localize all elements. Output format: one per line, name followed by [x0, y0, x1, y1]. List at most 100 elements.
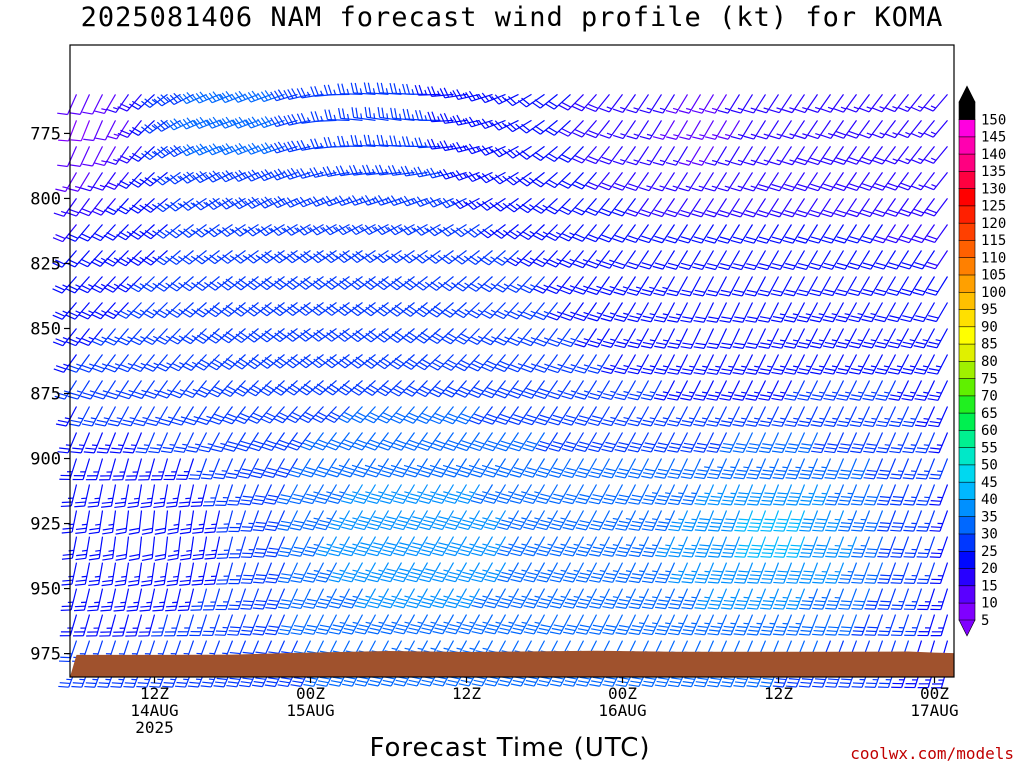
barb-full-feather	[397, 493, 408, 498]
barb-full-feather	[330, 411, 341, 418]
wind-barb	[138, 614, 156, 637]
barb-staff	[608, 146, 623, 165]
barb-full-feather	[106, 135, 117, 140]
barb-half-feather	[424, 254, 430, 260]
barb-full-feather	[131, 394, 143, 400]
wind-barb	[558, 93, 584, 111]
barb-full-feather	[300, 113, 307, 124]
barb-half-feather	[91, 444, 98, 447]
barb-full-feather	[54, 285, 65, 291]
barb-half-feather	[365, 595, 371, 598]
barb-full-feather	[111, 682, 123, 685]
barb-staff	[572, 484, 585, 504]
barb-staff	[71, 510, 78, 533]
wind-barb	[52, 276, 77, 294]
barb-full-feather	[299, 225, 309, 234]
barb-full-feather	[196, 227, 206, 236]
barb-half-feather	[307, 227, 312, 232]
barb-half-feather	[203, 255, 209, 260]
barb-half-feather	[127, 336, 133, 340]
barb-full-feather	[327, 473, 338, 478]
barb-full-feather	[447, 332, 457, 339]
wind-barb	[419, 588, 442, 609]
barb-full-feather	[576, 605, 587, 609]
barb-full-feather	[209, 334, 220, 341]
wind-barb	[72, 458, 91, 481]
barb-full-feather	[287, 332, 297, 340]
barb-half-feather	[385, 140, 389, 146]
barb-full-feather	[231, 145, 239, 155]
barb-full-feather	[87, 609, 98, 612]
barb-full-feather	[418, 361, 428, 368]
barb-staff	[609, 120, 623, 139]
barb-full-feather	[239, 412, 250, 418]
wind-barb	[77, 250, 103, 268]
barb-full-feather	[74, 583, 86, 586]
barb-full-feather	[93, 395, 104, 400]
barb-half-feather	[108, 549, 114, 552]
barb-full-feather	[94, 207, 105, 213]
barb-full-feather	[70, 139, 82, 142]
barb-full-feather	[592, 572, 604, 576]
barb-full-feather	[244, 172, 252, 182]
barb-full-feather	[310, 138, 316, 149]
barb-full-feather	[130, 366, 141, 373]
barb-full-feather	[77, 287, 88, 294]
barb-full-feather	[306, 676, 318, 680]
wind-barb	[427, 302, 454, 318]
barb-full-feather	[445, 683, 457, 687]
barb-full-feather	[93, 258, 104, 265]
barb-full-feather	[371, 545, 382, 550]
barb-full-feather	[367, 604, 378, 609]
barb-full-feather	[605, 598, 617, 602]
barb-full-feather	[61, 557, 73, 560]
barb-full-feather	[419, 578, 430, 583]
barb-full-feather	[361, 165, 368, 176]
wind-barb	[379, 484, 403, 504]
barb-full-feather	[405, 500, 417, 504]
wind-barb	[277, 510, 299, 531]
barb-full-feather	[365, 359, 375, 367]
barb-full-feather	[205, 229, 215, 238]
barb-full-feather	[394, 331, 405, 338]
barb-full-feather	[132, 309, 143, 316]
barb-full-feather	[80, 233, 91, 239]
barb-staff	[114, 172, 129, 190]
barb-half-feather	[449, 91, 454, 97]
barb-full-feather	[196, 281, 206, 289]
barb-half-feather	[455, 464, 462, 468]
barb-full-feather	[300, 139, 307, 150]
wind-barb	[156, 354, 181, 372]
barb-full-feather	[52, 288, 63, 294]
barb-full-feather	[114, 501, 126, 505]
barb-full-feather	[329, 469, 340, 475]
wind-barb	[361, 164, 389, 176]
wind-barb	[364, 106, 389, 121]
barb-full-feather	[140, 505, 151, 509]
barb-full-feather	[104, 340, 115, 346]
barb-half-feather	[442, 464, 449, 468]
barb-full-feather	[445, 416, 456, 422]
wind-barb	[73, 588, 91, 612]
barb-full-feather	[279, 467, 291, 472]
barb-full-feather	[369, 575, 380, 579]
barb-full-feather	[525, 679, 537, 684]
barb-full-feather	[167, 557, 178, 561]
barb-half-feather	[184, 627, 190, 629]
wind-barb	[179, 510, 195, 535]
barb-full-feather	[154, 258, 165, 266]
barb-staff	[598, 536, 611, 557]
barb-full-feather	[449, 519, 460, 524]
barb-half-feather	[101, 108, 107, 111]
barb-staff	[546, 562, 559, 583]
barb-half-feather	[358, 226, 364, 232]
wind-barb	[302, 510, 325, 531]
barb-full-feather	[179, 203, 189, 211]
wind-barb	[349, 302, 376, 317]
barb-half-feather	[339, 543, 345, 546]
barb-full-feather	[72, 635, 84, 637]
barb-staff	[327, 119, 350, 121]
barb-full-feather	[274, 306, 284, 314]
wind-barb	[378, 432, 402, 451]
barb-full-feather	[120, 423, 132, 427]
